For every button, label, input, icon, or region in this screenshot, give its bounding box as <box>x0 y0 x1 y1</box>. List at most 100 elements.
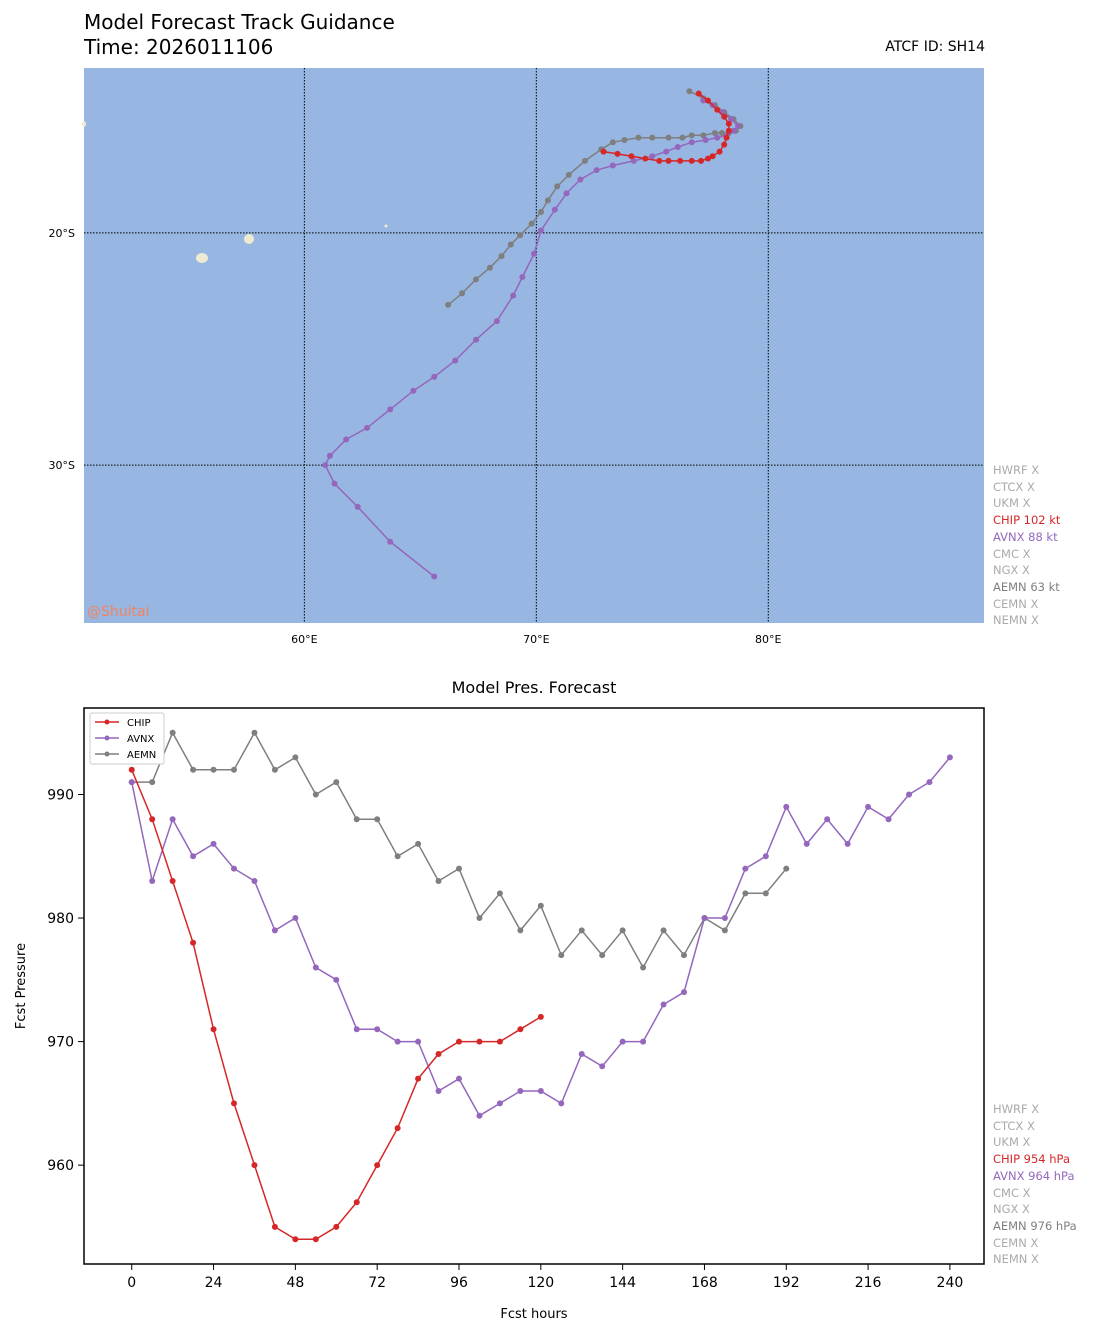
pressure-point-avnx <box>640 1038 647 1045</box>
track-point-avnx <box>519 273 526 280</box>
pressure-point-avnx <box>660 1001 667 1008</box>
track-point-avnx <box>531 250 537 257</box>
x-tick-label: 216 <box>855 1275 882 1291</box>
track-point-avnx <box>363 424 370 431</box>
pressure-point-aemn <box>619 927 626 934</box>
pressure-point-avnx <box>496 1100 503 1107</box>
legend-entry-avnx: AVNX 964 hPa <box>993 1168 1075 1183</box>
legend-entry-ctcx: CTCX X <box>993 1118 1035 1133</box>
track-point-aemn <box>445 301 452 308</box>
x-tick-label: 120 <box>527 1275 554 1291</box>
track-point-avnx <box>387 406 394 413</box>
pressure-chart-title: Model Pres. Forecast <box>452 678 617 697</box>
pressure-point-avnx <box>231 865 237 872</box>
pressure-point-chip <box>476 1038 483 1045</box>
pressure-point-aemn <box>190 766 197 773</box>
pressure-point-aemn <box>640 964 647 971</box>
pressure-point-avnx <box>946 754 953 761</box>
pressure-point-chip <box>210 1026 217 1033</box>
track-point-chip <box>723 134 730 141</box>
pressure-point-chip <box>271 1223 278 1230</box>
track-point-aemn <box>635 134 642 141</box>
pressure-point-avnx <box>537 1088 544 1095</box>
pressure-point-chip <box>394 1125 401 1132</box>
track-model-legend: HWRF X CTCX X UKM X CHIP 102 kt AVNX 88 kt CM… <box>993 462 1060 629</box>
legend-entry-ukm: UKM X <box>993 1135 1031 1150</box>
forecast-time: Time: 2026011106 <box>84 35 274 59</box>
lon-tick-label: 80°E <box>755 633 781 646</box>
pressure-point-aemn <box>762 890 769 897</box>
track-point-aemn <box>686 88 693 95</box>
pressure-point-avnx <box>906 791 912 798</box>
track-point-avnx <box>452 357 459 364</box>
pressure-point-avnx <box>701 915 708 922</box>
pressure-point-avnx <box>783 803 790 810</box>
legend-entry-ctcx: CTCX X <box>993 479 1035 494</box>
pressure-point-chip <box>312 1236 319 1243</box>
pressure-point-avnx <box>190 853 197 860</box>
track-point-avnx <box>493 318 500 325</box>
inset-legend-marker-avnx <box>104 735 110 741</box>
track-point-avnx <box>326 452 333 459</box>
x-axis-label: Fcst hours <box>500 1307 567 1322</box>
track-point-chip <box>656 157 663 164</box>
pressure-point-chip <box>537 1013 544 1020</box>
pressure-point-aemn <box>333 779 340 786</box>
pressure-point-chip <box>231 1100 237 1107</box>
track-point-avnx <box>354 503 361 510</box>
track-point-chip <box>725 120 732 127</box>
pressure-point-aemn <box>456 865 462 872</box>
pressure-point-chip <box>435 1050 442 1057</box>
pressure-point-avnx <box>435 1088 442 1095</box>
track-map: 60°E 70°E 80°E 20°S 30°S @Shuitai <box>49 68 984 646</box>
pressure-point-avnx <box>762 853 769 860</box>
legend-entry-aemn: AEMN 63 kt <box>993 579 1060 594</box>
pressure-point-aemn <box>415 840 422 847</box>
track-point-aemn <box>718 130 725 137</box>
track-point-chip <box>628 153 635 160</box>
pressure-point-avnx <box>149 877 156 884</box>
track-point-avnx <box>593 167 600 174</box>
lon-tick-label: 70°E <box>523 633 549 646</box>
track-point-avnx <box>702 136 709 143</box>
pressure-point-aemn <box>783 865 790 872</box>
pressure-point-avnx <box>803 840 810 847</box>
track-point-avnx <box>537 227 544 234</box>
pressure-point-aemn <box>599 952 606 959</box>
pressure-point-aemn <box>435 877 442 884</box>
legend-entry-hwrf: HWRF X <box>993 463 1040 477</box>
track-point-avnx <box>387 538 394 545</box>
legend-entry-aemn: AEMN 976 hPa <box>993 1218 1077 1233</box>
track-point-avnx <box>609 162 616 169</box>
pressure-point-avnx <box>415 1038 422 1045</box>
inset-legend-label-aemn: AEMN <box>127 750 156 761</box>
pressure-point-avnx <box>599 1063 606 1070</box>
pressure-point-aemn <box>660 927 667 934</box>
x-tick-label: 72 <box>368 1275 386 1291</box>
pressure-point-aemn <box>517 927 524 934</box>
track-point-chip <box>698 157 705 164</box>
lon-tick-label: 60°E <box>291 633 317 646</box>
pressure-point-avnx <box>865 803 872 810</box>
legend-entry-cmc: CMC X <box>993 1185 1031 1200</box>
pressure-point-avnx <box>578 1050 585 1057</box>
watermark: @Shuitai <box>87 604 149 620</box>
track-point-chip <box>677 157 684 164</box>
track-point-avnx <box>630 157 637 164</box>
track-point-chip <box>725 127 732 134</box>
pressure-point-avnx <box>292 915 299 922</box>
x-tick-label: 192 <box>773 1275 800 1291</box>
pressure-point-aemn <box>681 952 687 959</box>
track-point-avnx <box>331 480 338 487</box>
legend-entry-ngx: NGX X <box>993 1202 1030 1217</box>
pressure-point-avnx <box>169 816 176 823</box>
ocean-background <box>84 68 984 623</box>
y-tick-label: 970 <box>47 1035 74 1051</box>
madagascar-edge <box>82 121 86 127</box>
y-tick-label: 990 <box>47 787 74 803</box>
inset-legend-marker-aemn <box>104 751 110 757</box>
pressure-point-aemn <box>537 902 544 909</box>
track-point-chip <box>721 141 728 148</box>
track-point-chip <box>614 150 621 157</box>
track-point-aemn <box>621 136 628 143</box>
